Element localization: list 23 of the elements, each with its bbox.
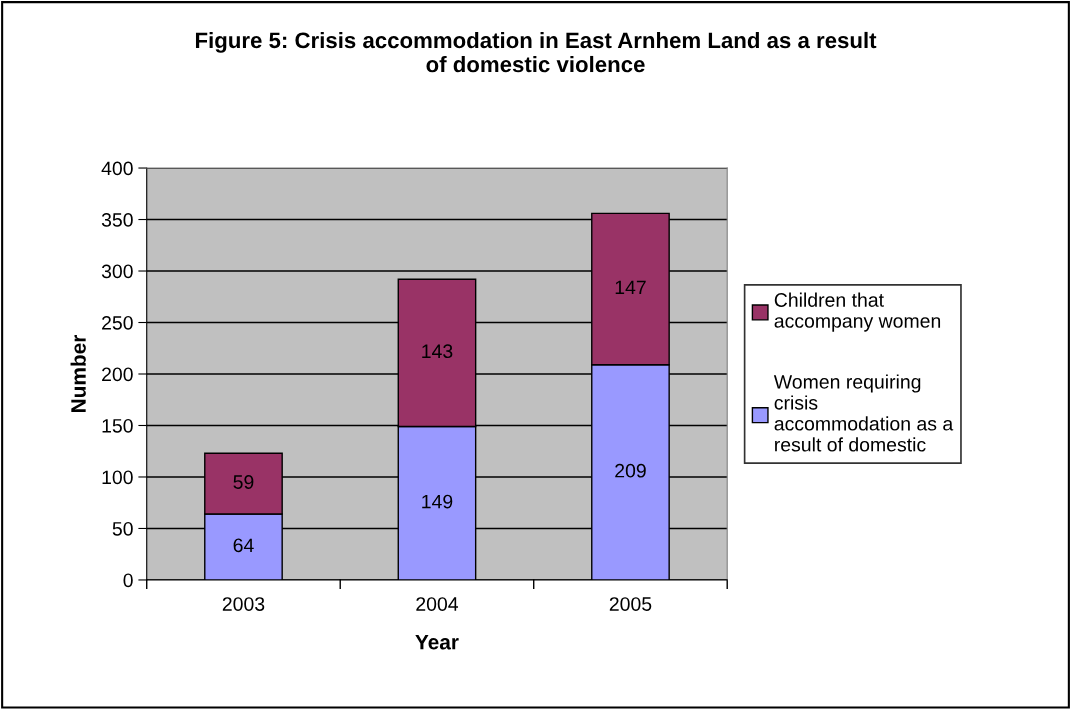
data-label: 209	[615, 463, 646, 478]
y-tick-label: 300	[101, 264, 133, 279]
data-label: 149	[422, 494, 453, 509]
x-tick-label: 2003	[222, 597, 265, 611]
x-tick-label: 2005	[609, 597, 652, 611]
chart-title: Figure 5: Crisis accommodation in East Arnhem Land as a result of domestic violence	[195, 31, 877, 73]
y-axis-title: Number	[70, 334, 86, 412]
y-tick-label: 400	[101, 161, 133, 176]
x-tick-label: 2004	[416, 597, 459, 611]
y-tick-label: 100	[102, 470, 133, 485]
y-tick-label: 350	[101, 212, 133, 227]
data-label: 147	[615, 280, 646, 295]
legend-label: Children that accompany women	[774, 292, 941, 332]
y-tick-label: 0	[123, 573, 133, 588]
y-tick-label: 250	[102, 315, 133, 330]
y-tick-label: 50	[112, 521, 133, 536]
data-label: 59	[233, 475, 254, 489]
data-label: 143	[422, 344, 453, 359]
data-label: 64	[233, 538, 254, 553]
legend-label: Women requiring crisis accommodation as a result of domestic	[773, 374, 954, 452]
y-tick-label: 200	[102, 367, 133, 382]
y-tick-label: 150	[102, 418, 133, 433]
x-axis-title: Year	[415, 634, 459, 650]
